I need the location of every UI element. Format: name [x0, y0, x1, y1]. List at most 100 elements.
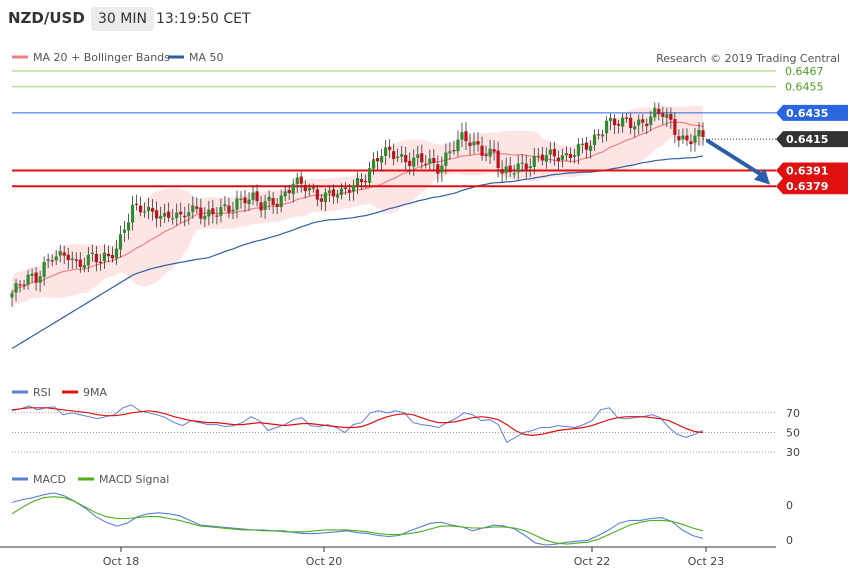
candle-body: [528, 166, 532, 169]
candle-body: [596, 134, 601, 136]
candle-body: [38, 276, 42, 283]
candle-body: [669, 113, 673, 120]
candle-body: [331, 189, 335, 197]
candle-body: [625, 117, 629, 119]
candle-body: [428, 158, 432, 164]
candle-body: [183, 215, 187, 218]
macd-line: [11, 492, 704, 546]
last-price-tag: [776, 131, 848, 148]
candle-body: [480, 145, 484, 156]
candle-body: [106, 253, 111, 257]
legend-label: MACD: [33, 473, 66, 486]
candle-body: [142, 211, 147, 213]
candle-body: [351, 185, 356, 192]
legend-label: RSI: [33, 386, 51, 399]
candle-body: [532, 155, 536, 167]
candle-body: [613, 118, 617, 126]
candle-body: [219, 206, 223, 216]
candle-body: [693, 135, 697, 143]
legend-label: MACD Signal: [99, 473, 169, 486]
rsi-panel: RSI 9MA 70 50 30: [11, 386, 800, 459]
candle-body: [388, 146, 392, 150]
macd-tick-label: 0: [786, 499, 793, 512]
candle-body: [155, 210, 159, 219]
candle-body: [138, 205, 143, 213]
candle-body: [641, 119, 645, 123]
candle-body: [380, 156, 384, 163]
candle-body: [412, 157, 416, 167]
candle-body: [22, 284, 26, 286]
candle-body: [637, 119, 641, 126]
candle-body: [689, 141, 693, 145]
forecast-arrow-shaft: [706, 139, 763, 177]
time-tick-label: Oct 18: [103, 555, 140, 568]
candle-body: [42, 262, 46, 277]
candle-body: [347, 189, 352, 193]
forecast-arrow: [706, 139, 770, 185]
candle-body: [673, 119, 677, 135]
candle-body: [416, 154, 420, 158]
candle-body: [544, 155, 548, 162]
bollinger-bands: [11, 104, 704, 350]
candle-body: [50, 260, 54, 262]
candle-body: [58, 251, 62, 256]
candle-body: [18, 284, 22, 286]
macd-tick-label: 0: [786, 534, 793, 547]
chart-header: NZD/USD 30 MIN 13:19:50 CET: [0, 0, 850, 40]
level-tag: [776, 162, 848, 179]
candle-body: [548, 149, 552, 155]
candle-body: [604, 120, 609, 134]
candle-body: [564, 153, 569, 156]
candle-body: [697, 129, 701, 137]
price-levels: [12, 70, 776, 188]
candle-body: [621, 117, 625, 127]
candle-body: [118, 234, 123, 250]
candle-body: [171, 218, 175, 220]
candle-body: [211, 208, 215, 215]
candle-body: [476, 141, 480, 145]
candle-body: [307, 187, 311, 191]
candle-body: [34, 272, 38, 283]
candle-body: [66, 254, 70, 261]
candle-body: [367, 168, 372, 183]
macd-panel: MACD MACD Signal 0 0: [11, 473, 793, 547]
candle-body: [592, 134, 597, 146]
candle-body: [271, 198, 275, 205]
candle-body: [657, 108, 661, 115]
candle-body: [440, 165, 444, 173]
candle-body: [452, 150, 456, 152]
candle-body: [319, 198, 323, 202]
candle-body: [227, 205, 231, 213]
rsi-line: [11, 404, 704, 444]
candle-body: [580, 143, 585, 145]
rsi-9ma-line: [11, 407, 704, 437]
time-tick-label: Oct 23: [688, 555, 725, 568]
candle-body: [78, 259, 82, 268]
timeframe-button[interactable]: 30 MIN: [91, 7, 154, 31]
rsi-tick-label: 70: [786, 407, 800, 420]
candle-body: [134, 203, 139, 205]
candle-body: [163, 212, 167, 217]
candle-body: [98, 261, 102, 264]
time-tick-label: Oct 20: [306, 555, 343, 568]
candle-body: [420, 153, 424, 163]
candle-body: [323, 192, 327, 203]
candle-body: [649, 116, 653, 125]
candle-body: [392, 151, 396, 160]
rsi-tick-label: 50: [786, 426, 800, 439]
legend-label: MA 20 + Bollinger Bands: [33, 51, 170, 64]
candle-body: [432, 158, 436, 164]
candle-body: [460, 132, 464, 140]
legend-label: MA 50: [189, 51, 224, 64]
candle-body: [633, 126, 637, 130]
candle-body: [14, 283, 18, 293]
candle-body: [524, 163, 528, 170]
candle-body: [540, 154, 544, 161]
candle-body: [408, 160, 412, 166]
candle-body: [701, 130, 705, 138]
candle-body: [70, 258, 74, 261]
candle-body: [62, 252, 66, 256]
candle-body: [102, 252, 107, 262]
candle-body: [267, 196, 271, 201]
candle-body: [259, 202, 263, 211]
